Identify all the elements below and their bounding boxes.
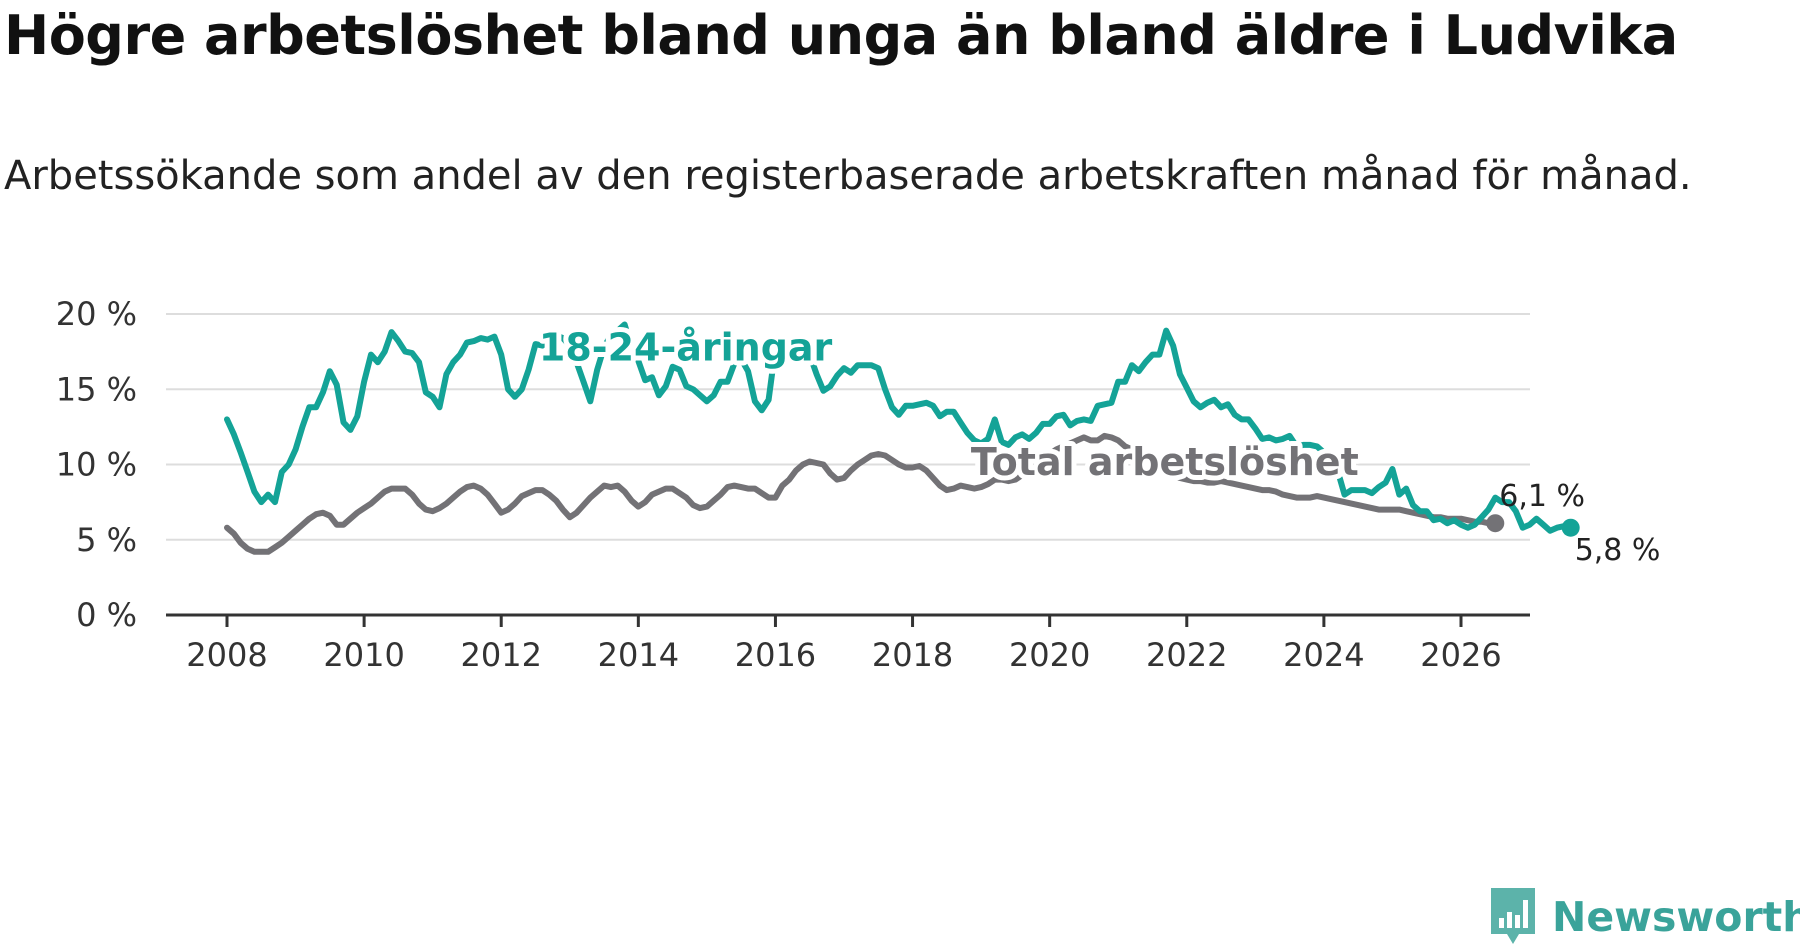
series-labels: 6,1 %5,8 %18-24-åringar18-24-åringarTota… (534, 321, 1661, 568)
chart-title: Högre arbetslöshet bland unga än bland ä… (4, 4, 1678, 67)
series-line-total (224, 432, 1499, 555)
x-tick-label: 2012 (461, 636, 542, 674)
x-tick-label: 2026 (1420, 636, 1501, 674)
x-tick-label: 2014 (598, 636, 679, 674)
series-label-youth: 18-24-åringar (539, 326, 833, 370)
chart-subtitle: Arbetssökande som andel av den registerb… (4, 153, 1692, 199)
gridlines (166, 313, 1530, 541)
y-tick-label: 5 % (76, 521, 137, 559)
x-tick-label: 2018 (872, 636, 953, 674)
x-tick-label: 2008 (186, 636, 267, 674)
x-tick-label: 2020 (1009, 636, 1090, 674)
newsworthy-logo-icon (1491, 888, 1535, 944)
x-tick-label: 2024 (1283, 636, 1364, 674)
y-tick-label: 15 % (56, 370, 137, 408)
series-label-total: Total arbetslöshet (971, 440, 1359, 484)
y-tick-label: 20 % (56, 295, 137, 333)
series-label-youth-halo: 18-24-åringar (539, 326, 833, 370)
x-tick-label: 2022 (1146, 636, 1227, 674)
series-line-youth (224, 321, 1574, 534)
x-axis-ticks: 2008 2010 2012 2014 2016 2018 2020 2022 2024 2026 (166, 613, 1530, 674)
y-axis-ticks: 0 % 5 % 10 % 15 % 20 % (56, 295, 137, 634)
brand-name: Newsworthy (1552, 893, 1800, 941)
series-label-total-halo: Total arbetslöshet (971, 440, 1359, 484)
end-point-youth (1561, 518, 1580, 537)
series-lines (224, 321, 1580, 555)
end-label-total: 6,1 % (1499, 479, 1585, 514)
y-tick-label: 0 % (76, 596, 137, 634)
y-tick-label: 10 % (56, 446, 137, 484)
end-label-youth: 5,8 % (1575, 533, 1661, 568)
x-tick-label: 2016 (735, 636, 816, 674)
end-point-total (1486, 514, 1505, 533)
newsworthy-brand[interactable]: Newsworthy (1488, 886, 1800, 948)
x-tick-label: 2010 (323, 636, 404, 674)
